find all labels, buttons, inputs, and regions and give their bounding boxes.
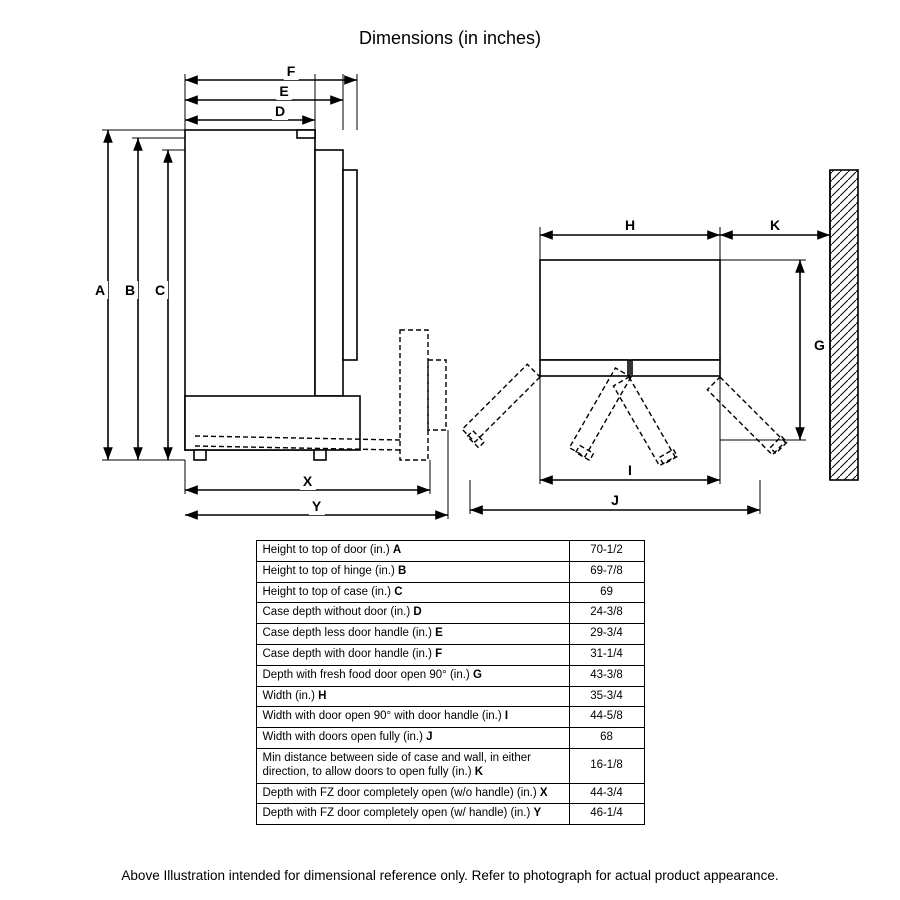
table-row: Depth with FZ door completely open (w/o … [256, 783, 644, 804]
table-row: Min distance between side of case and wa… [256, 748, 644, 783]
dim-label: Width with doors open fully (in.) J [256, 728, 569, 749]
dim-value: 69 [569, 582, 644, 603]
dim-label: Depth with FZ door completely open (w/o … [256, 783, 569, 804]
dim-value: 44-5/8 [569, 707, 644, 728]
svg-text:K: K [770, 217, 780, 233]
dim-value: 44-3/4 [569, 783, 644, 804]
table-row: Width with doors open fully (in.) J68 [256, 728, 644, 749]
table-row: Case depth without door (in.) D24-3/8 [256, 603, 644, 624]
svg-text:J: J [611, 492, 619, 508]
svg-text:X: X [303, 473, 313, 489]
table-row: Height to top of door (in.) A70-1/2 [256, 541, 644, 562]
footnote: Above Illustration intended for dimensio… [0, 868, 900, 883]
dim-label: Depth with fresh food door open 90° (in.… [256, 665, 569, 686]
dimension-table-wrap: Height to top of door (in.) A70-1/2Heigh… [0, 540, 900, 825]
table-row: Depth with FZ door completely open (w/ h… [256, 804, 644, 825]
table-row: Height to top of hinge (in.) B69-7/8 [256, 561, 644, 582]
dim-label: Case depth less door handle (in.) E [256, 624, 569, 645]
dim-value: 43-3/8 [569, 665, 644, 686]
dim-value: 29-3/4 [569, 624, 644, 645]
dim-value: 46-1/4 [569, 804, 644, 825]
svg-text:C: C [155, 282, 165, 298]
dim-label: Case depth with door handle (in.) F [256, 644, 569, 665]
svg-text:B: B [125, 282, 135, 298]
dim-label: Width with door open 90° with door handl… [256, 707, 569, 728]
table-row: Width with door open 90° with door handl… [256, 707, 644, 728]
svg-text:F: F [287, 63, 296, 79]
dimension-diagram: A B C DEF XY H K G IJ [0, 60, 900, 520]
svg-text:E: E [279, 83, 288, 99]
dim-label: Min distance between side of case and wa… [256, 748, 569, 783]
dim-value: 31-1/4 [569, 644, 644, 665]
dim-label: Width (in.) H [256, 686, 569, 707]
dim-label: Depth with FZ door completely open (w/ h… [256, 804, 569, 825]
dim-label: Height to top of hinge (in.) B [256, 561, 569, 582]
dim-value: 24-3/8 [569, 603, 644, 624]
svg-text:D: D [275, 103, 285, 119]
page-title: Dimensions (in inches) [0, 28, 900, 49]
dim-value: 35-3/4 [569, 686, 644, 707]
dim-value: 16-1/8 [569, 748, 644, 783]
dim-value: 68 [569, 728, 644, 749]
dim-value: 69-7/8 [569, 561, 644, 582]
svg-text:Y: Y [312, 498, 322, 514]
table-row: Width (in.) H35-3/4 [256, 686, 644, 707]
svg-text:H: H [625, 217, 635, 233]
dimension-spec-page: Dimensions (in inches) A B C DEF XY H K G IJ He… [0, 0, 900, 900]
dim-label: Case depth without door (in.) D [256, 603, 569, 624]
dim-label: Height to top of door (in.) A [256, 541, 569, 562]
table-row: Case depth less door handle (in.) E29-3/… [256, 624, 644, 645]
svg-text:G: G [814, 337, 825, 353]
dim-value: 70-1/2 [569, 541, 644, 562]
dimension-table: Height to top of door (in.) A70-1/2Heigh… [256, 540, 645, 825]
dim-label: Height to top of case (in.) C [256, 582, 569, 603]
table-row: Height to top of case (in.) C69 [256, 582, 644, 603]
svg-text:I: I [628, 462, 632, 478]
svg-text:A: A [95, 282, 105, 298]
table-row: Depth with fresh food door open 90° (in.… [256, 665, 644, 686]
table-row: Case depth with door handle (in.) F31-1/… [256, 644, 644, 665]
